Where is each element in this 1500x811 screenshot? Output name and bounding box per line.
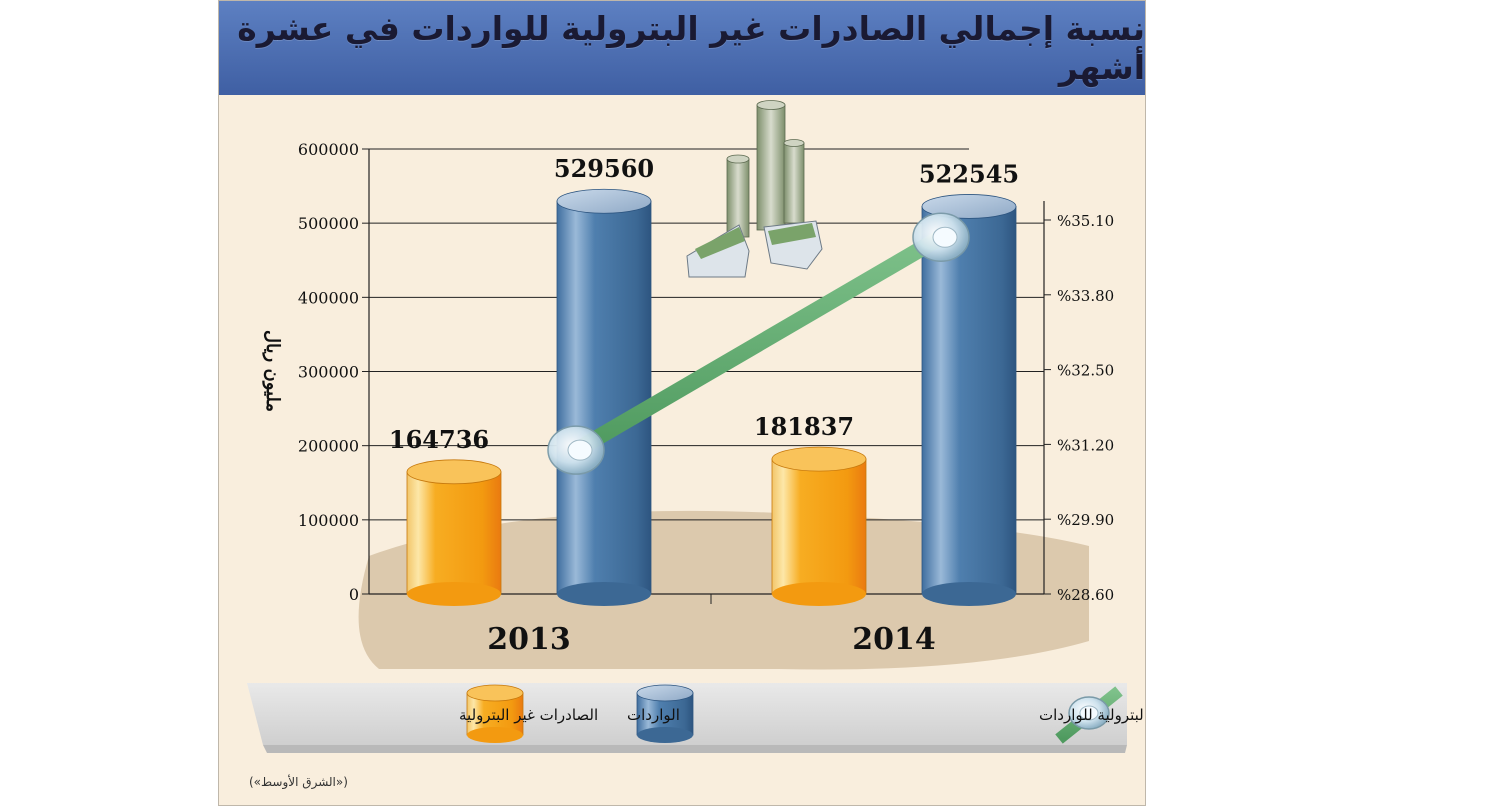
legend-label-exports: الصادرات غير البترولية [459, 706, 598, 724]
bar-base-cap [407, 582, 501, 606]
y-axis-tick-label: 500000 [298, 214, 359, 233]
y2-axis-tick-label: %32.50 [1057, 362, 1114, 380]
x-axis-category-label: 2014 [852, 622, 936, 657]
y-axis-tick-label: 200000 [298, 437, 359, 456]
bar-value-label: 529560 [554, 154, 654, 183]
chart-title: نسبة إجمالي الصادرات غير البترولية للوار… [237, 9, 1145, 87]
y-axis-tick-label: 100000 [298, 511, 359, 530]
y2-axis-tick-label: %33.80 [1057, 287, 1114, 305]
y-axis-title: مليون ريال [262, 330, 283, 412]
chart-area: 600000 500000 400000 300000 200000 100000 0 %3… [247, 100, 1146, 753]
legend: الصادرات غير البترولية الواردات نسبة الص… [247, 683, 1146, 753]
y2-axis-tick-label: %31.20 [1057, 436, 1114, 454]
bar-imports-2013 [556, 200, 652, 595]
bar-value-label: 181837 [754, 412, 854, 441]
legend-label-imports: الواردات [627, 706, 680, 724]
y-axis-tick-label: 0 [349, 585, 359, 604]
money-stack-illustration [686, 100, 823, 278]
bar-top-cap [556, 188, 652, 214]
floor-shape [358, 510, 1089, 670]
bar-exports-2013 [406, 471, 502, 595]
infographic-card: نسبة إجمالي الصادرات غير البترولية للوار… [218, 0, 1146, 806]
y-axis-tick-label: 600000 [298, 140, 359, 159]
bar-value-label: 164736 [389, 425, 489, 454]
source-note: («الشرق الأوسط») [249, 775, 348, 789]
bar-base-cap [772, 582, 866, 606]
y2-axis-tick-label: %29.90 [1057, 511, 1114, 529]
y2-axis-tick-label: %35.10 [1057, 212, 1114, 230]
legend-swatch-ratio [1055, 686, 1123, 744]
bar-top-cap [921, 194, 1017, 219]
bar-base-cap [922, 582, 1016, 606]
bar-top-cap [771, 446, 867, 472]
bar-base-cap [557, 582, 651, 606]
y2-axis-tick-label: %28.60 [1057, 586, 1114, 604]
title-bar: نسبة إجمالي الصادرات غير البترولية للوار… [219, 1, 1145, 95]
y-axis-tick-labels: 600000 500000 400000 300000 200000 100000 0 [298, 140, 359, 604]
bar-value-label: 522545 [919, 159, 1019, 188]
x-axis-category-label: 2013 [487, 622, 571, 657]
ratio-point-hole [567, 439, 593, 461]
y2-axis-tick-labels: %35.10 %33.80 %32.50 %31.20 %29.90 %28.60 [1057, 212, 1114, 604]
y-axis-tick-label: 400000 [298, 288, 359, 307]
bar-exports-2014 [771, 458, 867, 595]
bars-layer: 2013 164736 529560 2014 181837 522545 [389, 154, 1019, 657]
bar-top-cap [406, 459, 502, 485]
y-axis-tick-label: 300000 [298, 363, 359, 382]
bar-imports-2014 [921, 206, 1017, 595]
ratio-line [571, 230, 946, 458]
legend-label-ratio: نسبة الصادرات غير البترولية للواردات [1039, 706, 1146, 724]
ratio-point-hole [932, 226, 958, 248]
